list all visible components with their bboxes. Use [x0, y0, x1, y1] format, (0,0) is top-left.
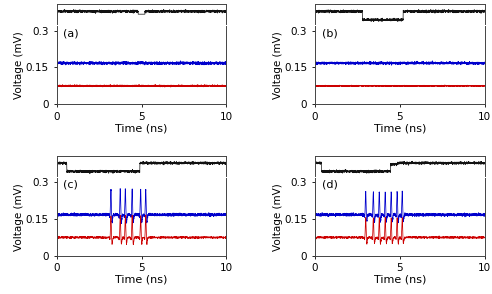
- X-axis label: Time (ns): Time (ns): [115, 275, 168, 285]
- Y-axis label: Voltage (mV): Voltage (mV): [273, 183, 282, 250]
- Text: (c): (c): [63, 180, 78, 190]
- X-axis label: Time (ns): Time (ns): [115, 123, 168, 133]
- Y-axis label: Voltage (mV): Voltage (mV): [14, 31, 25, 99]
- X-axis label: Time (ns): Time (ns): [373, 123, 426, 133]
- Y-axis label: Voltage (mV): Voltage (mV): [14, 183, 25, 250]
- Text: (b): (b): [322, 28, 338, 38]
- Text: (a): (a): [63, 28, 79, 38]
- X-axis label: Time (ns): Time (ns): [373, 275, 426, 285]
- Text: (d): (d): [322, 180, 338, 190]
- Y-axis label: Voltage (mV): Voltage (mV): [273, 31, 282, 99]
